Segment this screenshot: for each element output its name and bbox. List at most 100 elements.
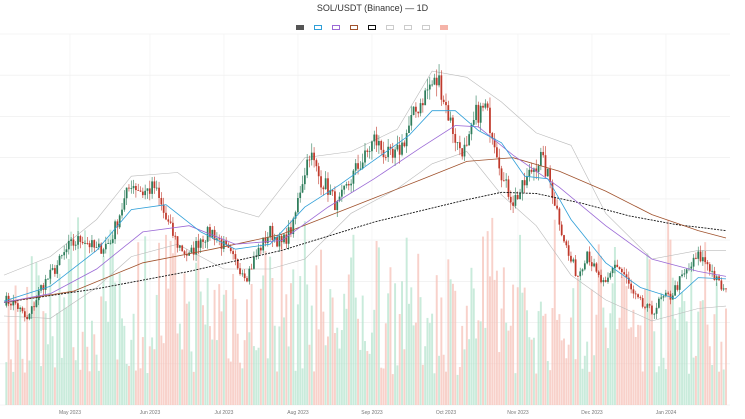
candle-body: [95, 247, 98, 249]
legend-item: [439, 25, 450, 30]
candle-body: [597, 271, 600, 275]
candle-body: [273, 236, 276, 240]
volume-bar: [442, 354, 445, 405]
volume-bar: [93, 334, 96, 405]
candle-body: [132, 186, 135, 189]
volume-bar: [107, 321, 110, 405]
candle-body: [625, 274, 628, 278]
bollinger-upper-line: [3, 70, 726, 276]
volume-bar: [227, 358, 230, 405]
volume-bar: [137, 242, 140, 405]
candle-body: [285, 234, 288, 244]
volume-bar: [447, 259, 450, 405]
candle-body: [199, 239, 202, 248]
volume-bar: [505, 322, 508, 405]
volume-bar: [590, 289, 593, 405]
volume-bar: [438, 355, 441, 405]
candle-body: [67, 240, 70, 250]
candle-body: [389, 146, 392, 149]
candle-body: [676, 285, 679, 290]
volume-bar: [433, 373, 436, 405]
volume-bar: [49, 278, 52, 405]
candle-body: [320, 176, 322, 188]
candle-body: [347, 184, 350, 186]
candle-body: [424, 90, 427, 106]
legend-swatch: [331, 25, 340, 30]
candle-body: [570, 255, 572, 262]
candle-body: [620, 269, 623, 273]
volume-bar: [475, 338, 478, 405]
candle-body: [209, 227, 211, 238]
candle-body: [371, 141, 373, 152]
candle-body: [433, 77, 436, 85]
volume-bar: [637, 324, 640, 405]
candle-body: [195, 240, 197, 255]
volume-bar: [255, 350, 258, 405]
volume-bar: [246, 299, 248, 405]
volume-bar: [544, 313, 547, 405]
candle-body: [498, 157, 501, 169]
volume-bar: [40, 366, 42, 405]
volume-bar: [479, 321, 482, 405]
volume-bar: [287, 346, 290, 405]
volume-bar: [412, 325, 415, 405]
volume-bar: [306, 284, 309, 405]
volume-bar: [563, 338, 565, 405]
volume-bar: [519, 234, 522, 405]
candle-body: [60, 255, 63, 257]
candle-body: [609, 273, 612, 278]
candle-body: [107, 243, 110, 244]
volume-bar: [639, 325, 642, 405]
candle-body: [352, 170, 355, 184]
candle-body: [324, 178, 327, 190]
volume-bar: [213, 289, 216, 405]
candle-body: [484, 103, 487, 108]
candle-body: [202, 239, 204, 242]
legend-item: [367, 25, 378, 30]
candle-body: [519, 192, 521, 200]
legend-swatch: [439, 25, 448, 30]
volume-bar: [132, 313, 135, 405]
candle-body: [266, 237, 269, 244]
volume-bar: [338, 348, 341, 405]
volume-bar: [391, 374, 394, 405]
volume-bar: [234, 298, 237, 405]
candle-body: [479, 105, 482, 123]
candle-body: [77, 236, 79, 245]
candle-body: [63, 252, 66, 256]
volume-bar: [426, 317, 429, 405]
volume-bar: [176, 333, 179, 405]
volume-bar: [604, 327, 607, 405]
candle-body: [322, 187, 325, 190]
volume-bar: [46, 344, 49, 405]
candle-body: [294, 212, 297, 219]
volume-bar: [222, 294, 225, 405]
candle-body: [375, 134, 378, 146]
candle-body: [116, 221, 119, 228]
candle-body: [359, 168, 362, 170]
candle-body: [468, 134, 471, 146]
candle-body: [308, 159, 311, 161]
volume-bar: [586, 341, 589, 405]
candle-body: [257, 247, 260, 256]
volume-bar: [620, 276, 623, 405]
candle-body: [505, 179, 508, 181]
candle-body: [690, 266, 693, 269]
candle-body: [93, 240, 96, 248]
candle-body: [722, 288, 725, 290]
volume-bar: [100, 296, 103, 405]
candle-body: [190, 247, 193, 253]
candle-body: [172, 222, 174, 236]
candle-body: [384, 157, 387, 158]
volume-bar: [364, 341, 366, 405]
candle-body: [350, 183, 352, 186]
candle-body: [456, 142, 459, 144]
volume-bar: [488, 276, 491, 405]
volume-bar: [507, 330, 510, 405]
candle-body: [232, 251, 234, 255]
candle-body: [595, 263, 598, 272]
volume-bar: [95, 354, 98, 405]
candle-body: [44, 279, 47, 290]
candle-body: [725, 288, 727, 290]
